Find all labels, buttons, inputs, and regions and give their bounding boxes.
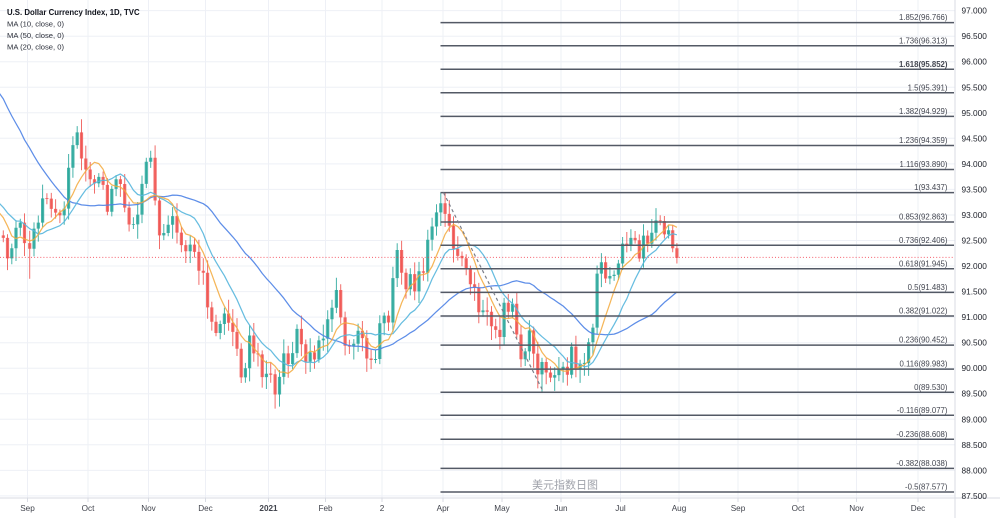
svg-text:1.852(96.766): 1.852(96.766): [899, 13, 948, 22]
svg-text:88.000: 88.000: [962, 465, 988, 475]
svg-text:95.500: 95.500: [962, 82, 988, 92]
svg-text:Jul: Jul: [615, 504, 626, 513]
svg-text:Sep: Sep: [731, 504, 746, 513]
svg-text:90.000: 90.000: [962, 363, 988, 373]
svg-text:Jun: Jun: [554, 504, 568, 513]
svg-text:1.116(93.890): 1.116(93.890): [900, 160, 948, 169]
svg-text:Dec: Dec: [198, 504, 213, 513]
svg-text:2: 2: [380, 504, 385, 513]
svg-text:89.000: 89.000: [962, 414, 988, 424]
svg-text:92.500: 92.500: [962, 236, 988, 246]
svg-text:92.000: 92.000: [962, 261, 988, 271]
svg-text:93.000: 93.000: [962, 210, 988, 220]
svg-text:94.500: 94.500: [962, 133, 988, 143]
svg-text:Oct: Oct: [82, 504, 95, 513]
svg-text:95.000: 95.000: [962, 108, 988, 118]
svg-text:1.618(95.852): 1.618(95.852): [899, 60, 948, 69]
svg-text:1.736(96.313): 1.736(96.313): [899, 36, 948, 45]
svg-text:93.500: 93.500: [962, 184, 988, 194]
svg-text:Dec: Dec: [911, 504, 926, 513]
svg-text:-0.236(88.608): -0.236(88.608): [896, 430, 948, 439]
svg-text:Feb: Feb: [318, 504, 333, 513]
svg-text:0.736(92.406): 0.736(92.406): [899, 236, 948, 245]
svg-text:96.000: 96.000: [962, 57, 988, 67]
svg-text:-0.5(87.577): -0.5(87.577): [905, 483, 948, 492]
svg-text:Apr: Apr: [437, 504, 450, 513]
svg-text:96.500: 96.500: [962, 31, 988, 41]
svg-text:U.S. Dollar Currency Index, 1D: U.S. Dollar Currency Index, 1D, TVC: [7, 8, 140, 17]
svg-text:91.500: 91.500: [962, 287, 988, 297]
svg-text:Nov: Nov: [849, 504, 864, 513]
svg-text:1.382(94.929): 1.382(94.929): [899, 107, 948, 116]
svg-text:1(93.437): 1(93.437): [914, 183, 948, 192]
svg-text:May: May: [494, 504, 510, 513]
svg-text:Nov: Nov: [141, 504, 156, 513]
svg-text:0.236(90.452): 0.236(90.452): [899, 336, 948, 345]
svg-text:1.236(94.359): 1.236(94.359): [899, 136, 948, 145]
svg-text:0.618(91.945): 0.618(91.945): [899, 259, 948, 268]
svg-text:美元指数日图: 美元指数日图: [532, 478, 598, 492]
svg-text:89.500: 89.500: [962, 389, 988, 399]
svg-text:94.000: 94.000: [962, 159, 988, 169]
svg-text:0.116(89.983): 0.116(89.983): [900, 360, 948, 369]
svg-text:97.000: 97.000: [962, 6, 988, 16]
svg-text:0.853(92.863): 0.853(92.863): [899, 213, 948, 222]
svg-text:-0.116(89.077): -0.116(89.077): [897, 406, 948, 415]
svg-text:MA (10, close, 0): MA (10, close, 0): [7, 19, 64, 28]
svg-text:0(89.530): 0(89.530): [914, 383, 948, 392]
svg-text:90.500: 90.500: [962, 338, 988, 348]
svg-text:-0.382(88.038): -0.382(88.038): [896, 459, 948, 468]
svg-text:91.000: 91.000: [962, 312, 988, 322]
svg-text:MA (50, close, 0): MA (50, close, 0): [7, 31, 64, 40]
svg-text:2021: 2021: [259, 504, 278, 513]
svg-text:Aug: Aug: [672, 504, 687, 513]
svg-text:1.5(95.391): 1.5(95.391): [908, 83, 948, 92]
svg-text:Oct: Oct: [792, 504, 805, 513]
svg-text:88.500: 88.500: [962, 440, 988, 450]
svg-text:0.382(91.022): 0.382(91.022): [899, 307, 948, 316]
svg-text:MA (20, close, 0): MA (20, close, 0): [7, 42, 64, 51]
svg-text:Sep: Sep: [20, 504, 35, 513]
svg-text:87.500: 87.500: [962, 491, 988, 501]
svg-text:0.5(91.483): 0.5(91.483): [908, 283, 948, 292]
